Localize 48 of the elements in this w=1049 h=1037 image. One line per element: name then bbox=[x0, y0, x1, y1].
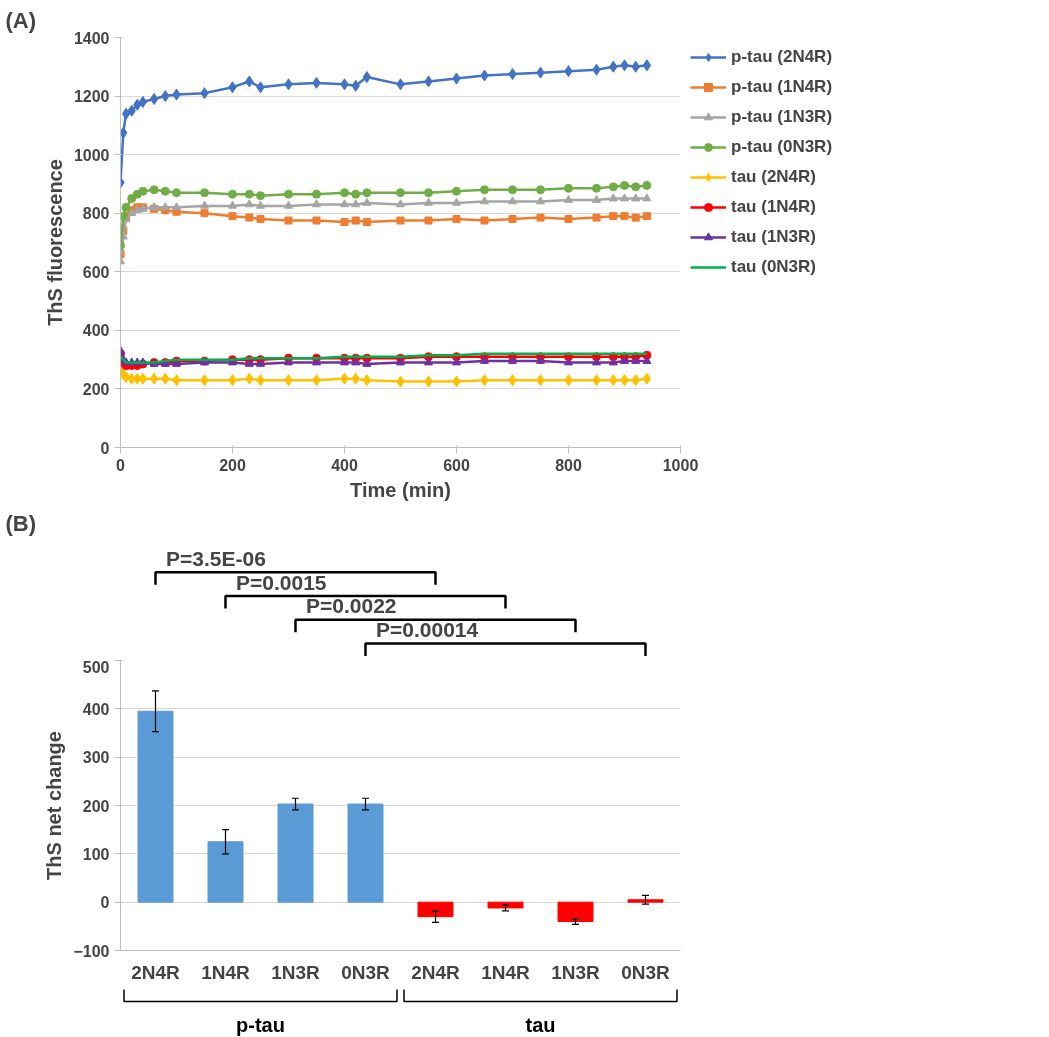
chart-title: (A) bbox=[5, 7, 37, 33]
legend-label: p-tau (1N4R) bbox=[731, 77, 833, 97]
x-tick-label: 0 bbox=[116, 456, 126, 474]
x-tick-label: 0N3R bbox=[621, 961, 671, 983]
x-tick-label: 800 bbox=[555, 456, 582, 474]
x-tick-label: 1N3R bbox=[551, 961, 601, 983]
y-tick-label: −100 bbox=[73, 942, 110, 960]
y-tick-label: 200 bbox=[82, 797, 110, 815]
x-tick-label: 1N4R bbox=[201, 961, 251, 983]
y-tick-label: 500 bbox=[82, 658, 110, 676]
legend-label: p-tau (2N4R) bbox=[731, 47, 833, 67]
y-tick-label: 1200 bbox=[73, 88, 110, 106]
x-tick-label: 600 bbox=[443, 456, 470, 474]
text: P=0.00014 bbox=[376, 618, 479, 642]
y-tick-label: 0 bbox=[100, 439, 110, 457]
y-axis-title: ThS fluorescence bbox=[43, 159, 66, 326]
x-tick-label: 2N4R bbox=[411, 961, 461, 983]
y-tick-label: 200 bbox=[82, 380, 110, 398]
y-tick-label: 400 bbox=[82, 700, 110, 718]
legend-label: tau (2N4R) bbox=[731, 167, 817, 187]
legend-label: p-tau (1N3R) bbox=[731, 107, 833, 127]
y-tick-label: 100 bbox=[82, 845, 110, 863]
legend-label: p-tau (0N3R) bbox=[731, 137, 833, 157]
y-tick-label: 800 bbox=[82, 205, 110, 223]
x-tick-label: 1000 bbox=[662, 456, 699, 474]
legend-label: tau (1N4R) bbox=[731, 197, 817, 217]
text: P=0.0022 bbox=[306, 594, 397, 618]
text: p-tau bbox=[236, 1013, 285, 1036]
text: tau bbox=[525, 1013, 556, 1036]
y-tick-label: 1400 bbox=[73, 29, 110, 47]
y-tick-label: 300 bbox=[82, 749, 110, 767]
x-tick-label: 2N4R bbox=[131, 961, 181, 983]
legend-label: tau (1N3R) bbox=[731, 227, 817, 247]
y-tick-label: 600 bbox=[82, 263, 110, 281]
legend-label: tau (0N3R) bbox=[731, 257, 817, 277]
y-tick-label: 0 bbox=[100, 894, 110, 912]
text: P=0.0015 bbox=[236, 570, 327, 594]
text: P=3.5E-06 bbox=[166, 546, 266, 570]
y-tick-label: 1000 bbox=[73, 146, 110, 164]
x-tick-label: 1N4R bbox=[481, 961, 531, 983]
x-tick-label: 1N3R bbox=[271, 961, 321, 983]
y-axis-title: ThS net change bbox=[43, 731, 66, 880]
x-tick-label: 0N3R bbox=[341, 961, 391, 983]
y-tick-label: 400 bbox=[82, 322, 110, 340]
x-tick-label: 200 bbox=[219, 456, 246, 474]
x-tick-label: 400 bbox=[331, 456, 358, 474]
chart-title: (B) bbox=[5, 510, 37, 536]
x-axis-title: Time (min) bbox=[350, 478, 451, 501]
